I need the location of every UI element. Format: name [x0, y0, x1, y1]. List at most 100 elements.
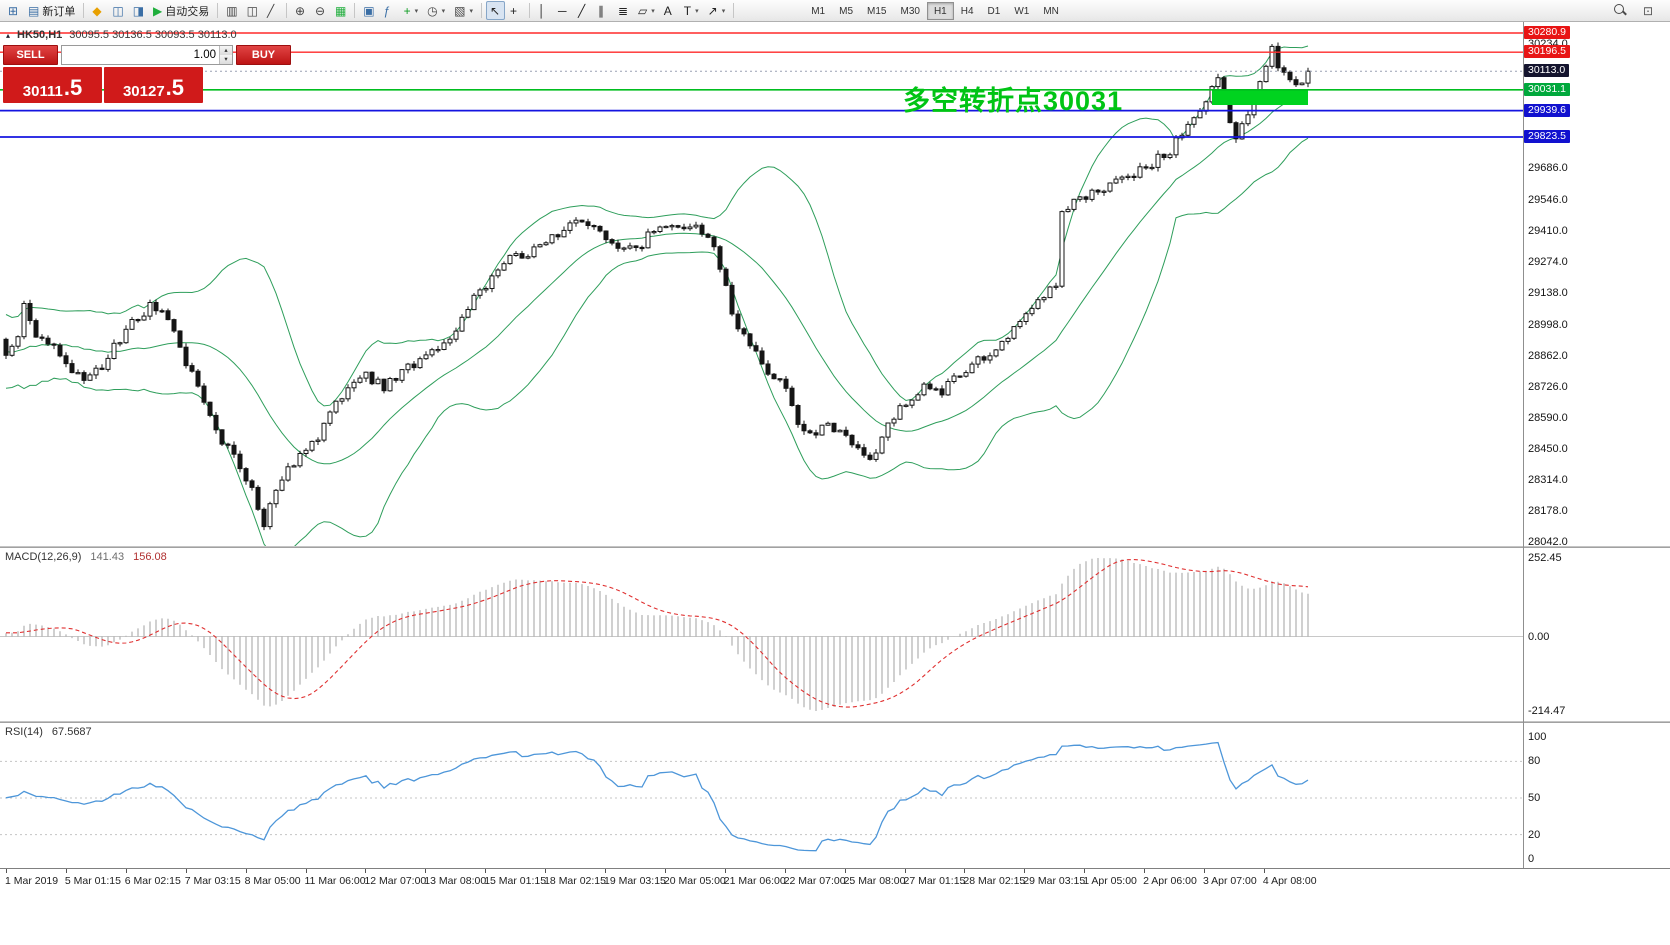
terminal-button[interactable]: ◨ — [129, 1, 148, 20]
time-axis-label: 1 Apr 05:00 — [1083, 875, 1137, 887]
cursor-button[interactable]: ↖ — [486, 1, 506, 20]
arrow-tool-button[interactable]: ↗ ▾ — [704, 1, 730, 20]
tab-timeframe-MN[interactable]: MN — [1043, 5, 1059, 17]
bollinger-lower-band — [5, 137, 1309, 546]
trendline-tool-button[interactable]: ╱ — [574, 1, 593, 20]
toolbar-separator — [733, 3, 735, 18]
time-axis-label: 6 Mar 02:15 — [124, 875, 181, 887]
time-axis-label: 8 Mar 05:00 — [244, 875, 301, 887]
time-axis-tick — [724, 869, 726, 873]
panel-separator[interactable] — [0, 721, 1670, 723]
volume-decrease-icon[interactable]: ▾ — [220, 55, 232, 64]
sell-price-fraction: .5 — [63, 75, 83, 100]
time-axis-label: 5 Mar 01:15 — [64, 875, 121, 887]
time-axis-label: 21 Mar 06:00 — [723, 875, 786, 887]
volume-increase-icon[interactable]: ▴ — [220, 46, 232, 55]
time-axis-tick — [185, 869, 187, 873]
label-tool-button[interactable]: T ▾ — [680, 1, 703, 20]
price-scale-border — [1523, 22, 1524, 868]
new-order-button[interactable]: ▤ 新订单 — [24, 1, 79, 20]
vertical-line-tool-button[interactable]: │ — [534, 1, 553, 20]
volume-stepper: ▴ ▾ — [61, 45, 233, 65]
bar-chart-mode-icon: ▥ — [226, 3, 238, 18]
sell-price-display[interactable]: 30111 .5 — [3, 67, 102, 103]
time-axis-label: 1 Mar 2019 — [5, 875, 59, 887]
metaeditor-icon: ◆ — [92, 3, 102, 18]
rsi-value: 67.5687 — [51, 726, 92, 738]
price-scale-label: 28178.0 — [1528, 505, 1568, 518]
sell-button[interactable]: SELL — [3, 45, 58, 65]
market-watch-button[interactable]: ◫ — [108, 1, 127, 20]
toolbar-separator — [83, 3, 85, 18]
indicators-list-button[interactable]: ƒ — [380, 1, 399, 20]
periods-button[interactable]: ◷ ▾ — [423, 1, 449, 20]
new-chart-button[interactable]: ⊞ — [4, 1, 23, 20]
tab-timeframe-M15[interactable]: M15 — [867, 5, 887, 17]
quick-search-icon[interactable]: ⊡ — [1639, 1, 1658, 20]
panel-separator[interactable] — [0, 546, 1670, 548]
new-chart-icon: ⊞ — [8, 3, 19, 18]
fibonacci-tool-button[interactable]: ≣ — [614, 1, 633, 20]
time-axis-tick — [844, 869, 846, 873]
tile-windows-button[interactable]: ▣ — [359, 1, 378, 20]
time-axis-tick — [425, 869, 427, 873]
shapes-tool-icon: ▱ — [638, 3, 648, 18]
pivot-zone-highlight[interactable] — [1212, 89, 1308, 105]
one-click-panel-toggle[interactable]: ▴ — [6, 30, 11, 40]
price-scale[interactable]: 30234.0 29686.0 29546.0 29410.0 29274.0 29138… — [1523, 22, 1670, 891]
price-chart-canvas[interactable] — [0, 22, 1523, 546]
chart-title-bar: ▴ HK50,H1 30095.5 30136.5 30093.5 30113.… — [6, 29, 237, 41]
grid-button[interactable]: ▦ — [331, 1, 350, 20]
volume-input[interactable] — [62, 46, 219, 64]
tab-timeframe-M1[interactable]: M1 — [811, 5, 826, 17]
tab-timeframe-M30[interactable]: M30 — [900, 5, 920, 17]
crosshair-button[interactable]: + — [506, 1, 525, 20]
price-scale-label: 28998.0 — [1528, 318, 1568, 331]
shapes-tool-button[interactable]: ▱ ▾ — [634, 1, 659, 20]
time-axis-label: 7 Mar 03:15 — [184, 875, 241, 887]
tab-timeframe-H1[interactable]: H1 — [926, 1, 954, 20]
chart-properties-button[interactable]: ▧ ▾ — [450, 1, 477, 20]
horizontal-line-tool-icon: ─ — [558, 3, 567, 18]
rsi-canvas[interactable] — [0, 723, 1523, 868]
macd-signal-line — [6, 559, 1309, 708]
time-axis-tick — [365, 869, 367, 873]
macd-canvas[interactable] — [0, 548, 1523, 721]
zoom-in-button[interactable]: ⊕ — [291, 1, 310, 20]
search-icon[interactable] — [1610, 1, 1631, 20]
macd-scale-label: -214.47 — [1528, 705, 1566, 717]
time-axis-tick — [664, 869, 666, 873]
tab-timeframe-H4[interactable]: H4 — [960, 5, 974, 17]
candle-chart-mode-button[interactable]: ◫ — [243, 1, 262, 20]
time-axis-tick — [485, 869, 487, 873]
buy-price-main: 30127 — [122, 83, 165, 100]
price-badge-resistance-upper: 30280.9 — [1524, 26, 1570, 39]
dropdown-arrow-icon: ▾ — [651, 7, 655, 15]
time-axis[interactable]: 1 Mar 2019 5 Mar 01:15 6 Mar 02:15 7 Mar 03… — [0, 869, 1523, 891]
one-click-trading-panel: SELL ▴ ▾ BUY 30111 .5 30127 .5 — [3, 45, 291, 103]
price-scale-label: 28590.0 — [1528, 411, 1568, 424]
add-indicator-button[interactable]: + ▾ — [400, 1, 423, 20]
tab-timeframe-W1[interactable]: W1 — [1014, 5, 1030, 17]
buy-button[interactable]: BUY — [236, 45, 291, 65]
price-scale-label: 28042.0 — [1528, 536, 1568, 549]
price-badge-support-lower: 29823.5 — [1524, 130, 1570, 143]
tab-timeframe-D1[interactable]: D1 — [987, 5, 1001, 17]
price-badge-pivot: 30031.1 — [1524, 82, 1570, 96]
horizontal-line-tool-button[interactable]: ─ — [554, 1, 573, 20]
tab-timeframe-M5[interactable]: M5 — [839, 5, 854, 17]
metaeditor-button[interactable]: ◆ — [88, 1, 107, 20]
bar-chart-mode-button[interactable]: ▥ — [222, 1, 241, 20]
channel-tool-button[interactable]: ∥ — [594, 1, 613, 20]
rsi-name: RSI(14) — [5, 726, 43, 738]
line-chart-mode-button[interactable]: ╱ — [263, 1, 282, 20]
time-axis-tick — [1263, 869, 1265, 873]
time-axis-label: 19 Mar 03:15 — [604, 875, 666, 887]
buy-price-display[interactable]: 30127 .5 — [104, 67, 203, 103]
auto-trading-button[interactable]: ▶ 自动交易 — [149, 1, 213, 20]
price-scale-label: 28726.0 — [1528, 380, 1568, 393]
time-axis-tick — [305, 869, 307, 873]
time-axis-tick — [784, 869, 786, 873]
zoom-out-button[interactable]: ⊖ — [311, 1, 330, 20]
text-tool-button[interactable]: A — [660, 1, 679, 20]
